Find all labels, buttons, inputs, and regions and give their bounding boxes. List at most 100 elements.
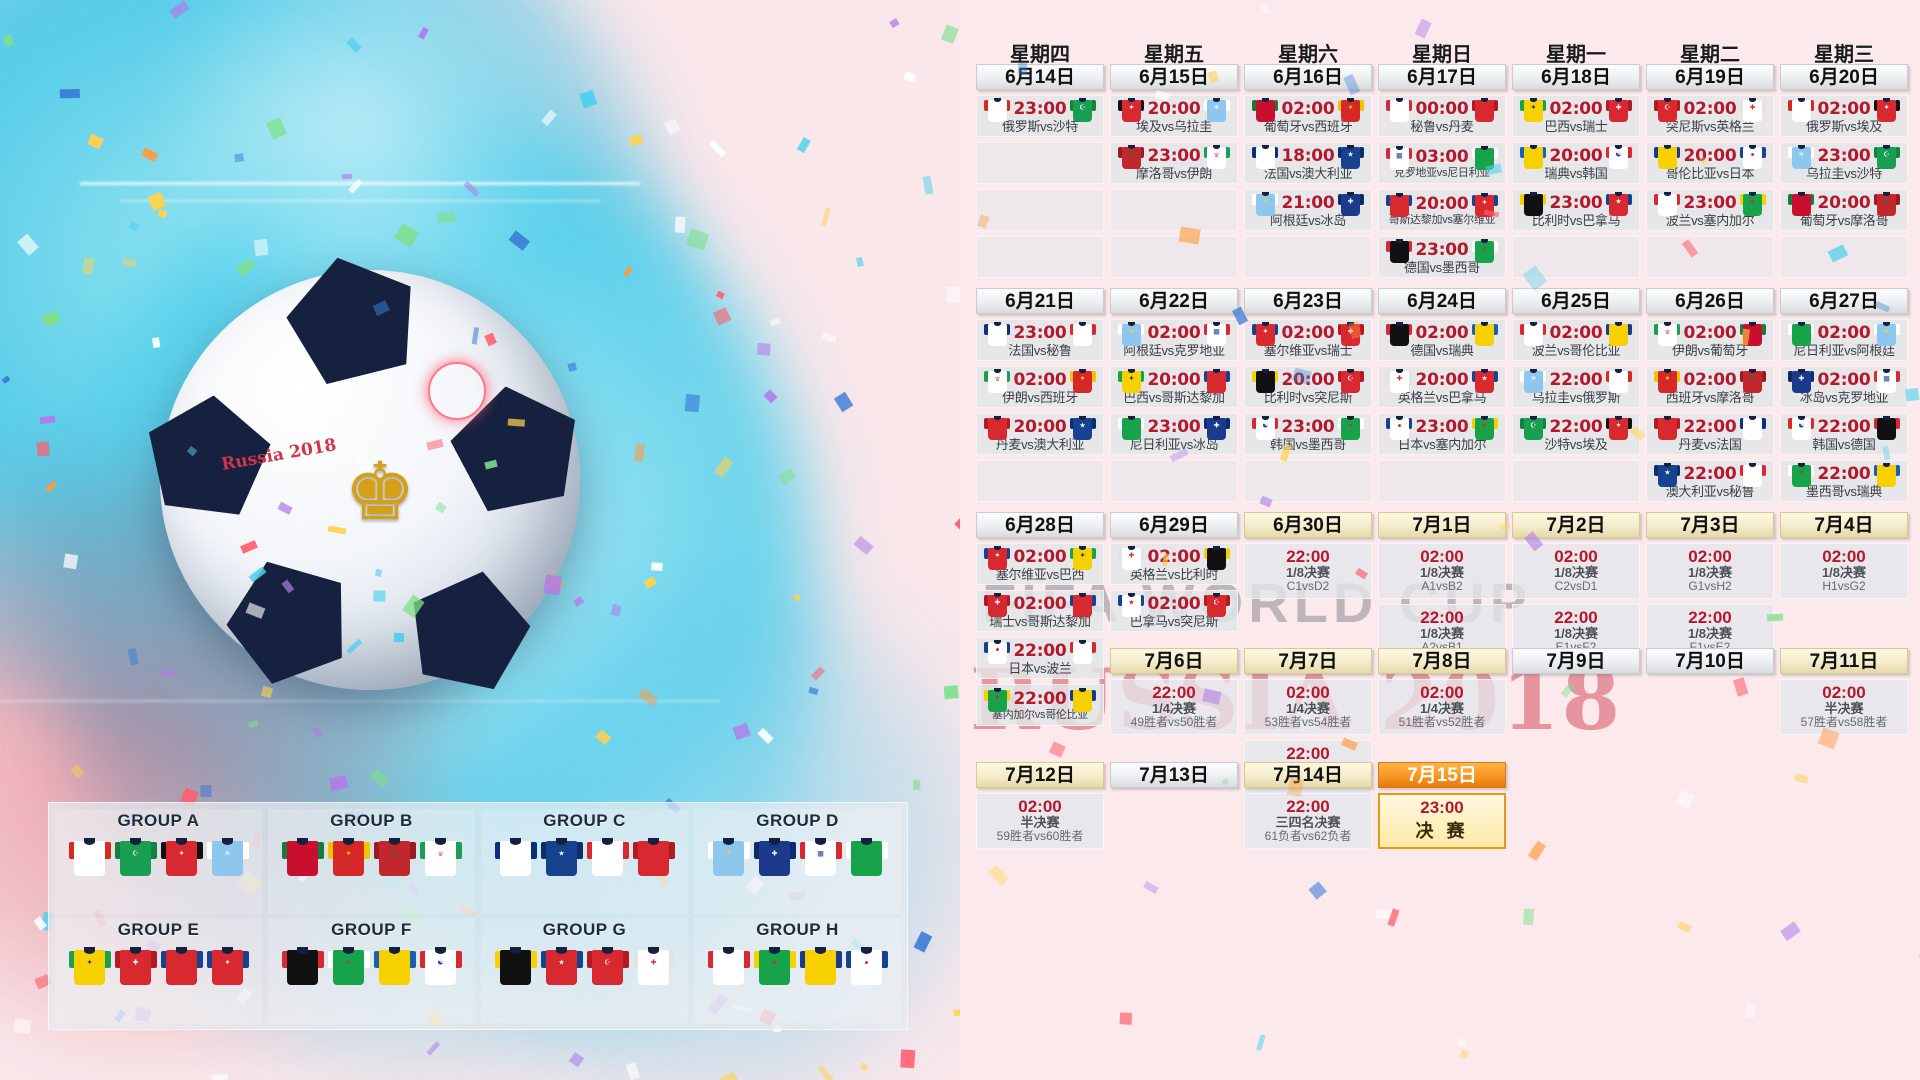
group-match-card[interactable]: ★ 23:00 ۩ 摩洛哥vs伊朗 [1110,142,1238,184]
date-header[interactable]: 6月18日 [1512,64,1640,90]
group-match-card[interactable]: ✦ 22:00 墨西哥vs瑞典 [1780,460,1908,502]
date-header[interactable]: 6月16日 [1244,64,1372,90]
group-match-card[interactable]: 02:00 ✦ 俄罗斯vs埃及 [1780,95,1908,137]
group-match-card[interactable]: 22:00 丹麦vs法国 [1646,413,1774,455]
group-match-card[interactable]: ● 22:00 日本vs波兰 [976,637,1104,679]
group-match-card[interactable]: 23:00 ☪ 俄罗斯vs沙特 [976,95,1104,137]
group-match-card[interactable]: 23:00 ✦ 德国vs墨西哥 [1378,236,1506,278]
group-match-card[interactable]: ۩ 02:00 伊朗vs葡萄牙 [1646,319,1774,361]
date-header[interactable]: 6月20日 [1780,64,1908,90]
date-header[interactable]: 7月2日 [1512,512,1640,538]
group-card-d[interactable]: GROUP D ☀ ✚ ▦ [694,809,901,914]
group-match-card[interactable]: ▦ 03:00 克罗地亚vs尼日利亚 [1378,142,1506,184]
group-match-card[interactable]: ● 23:00 ★ 日本vs塞内加尔 [1378,413,1506,455]
group-match-card[interactable]: ✦ 20:00 巴西vs哥斯达黎加 [1110,366,1238,408]
date-header[interactable]: 6月22日 [1110,288,1238,314]
group-card-b[interactable]: GROUP B ✦ ★ ۩ [268,809,475,914]
knockout-match-card[interactable]: 22:00 三四名决赛 61负者vs62负者 [1244,793,1372,849]
date-header[interactable]: 6月24日 [1378,288,1506,314]
date-header[interactable]: 7月13日 [1110,762,1238,788]
group-match-card[interactable]: ✦ 02:00 ✦ 塞尔维亚vs巴西 [976,543,1104,585]
date-header[interactable]: 6月29日 [1110,512,1238,538]
group-match-card[interactable]: 20:00 ☪ 比利时vs突尼斯 [1244,366,1372,408]
date-header[interactable]: 7月6日 [1110,648,1238,674]
group-match-card[interactable]: 18:00 ★ 法国vs澳大利亚 [1244,142,1372,184]
group-match-card[interactable]: ✚ 02:00 瑞士vs哥斯达黎加 [976,590,1104,632]
knockout-match-card[interactable]: 02:00 1/4决赛 51胜者vs52胜者 [1378,679,1506,735]
group-match-card[interactable]: ✦ 20:00 ☀ 埃及vs乌拉圭 [1110,95,1238,137]
date-header[interactable]: 6月17日 [1378,64,1506,90]
date-header[interactable]: 6月23日 [1244,288,1372,314]
group-match-card[interactable]: ☀ 22:00 乌拉圭vs俄罗斯 [1512,366,1640,408]
group-match-card[interactable]: ☀ 21:00 ✚ 阿根廷vs冰岛 [1244,189,1372,231]
day-column: 6月14日 23:00 ☪ 俄罗斯vs沙特 [976,64,1104,278]
group-match-card[interactable]: 02:00 波兰vs哥伦比亚 [1512,319,1640,361]
date-header[interactable]: 6月25日 [1512,288,1640,314]
group-match-card[interactable]: ☪ 22:00 ✦ 沙特vs埃及 [1512,413,1640,455]
knockout-match-card[interactable]: 02:00 1/8决赛 A1vsB2 [1378,543,1506,599]
group-match-card[interactable]: ★ 22:00 塞内加尔vs哥伦比亚 [976,684,1104,726]
date-header[interactable]: 7月12日 [976,762,1104,788]
knockout-match-card[interactable]: 22:00 1/8决赛 C1vsD2 [1244,543,1372,599]
knockout-match-card[interactable]: 22:00 1/4决赛 49胜者vs50胜者 [1110,679,1238,735]
group-card-a[interactable]: GROUP A ☪ ✦ ☀ [55,809,262,914]
date-header[interactable]: 7月7日 [1244,648,1372,674]
group-match-card[interactable]: 23:00 ★ 比利时vs巴拿马 [1512,189,1640,231]
group-match-card[interactable]: 02:00 ✦ 葡萄牙vs西班牙 [1244,95,1372,137]
knockout-match-card[interactable]: 02:00 1/8决赛 G1vsH2 [1646,543,1774,599]
group-match-card[interactable]: ☪ 02:00 ✚ 突尼斯vs英格兰 [1646,95,1774,137]
date-header[interactable]: 6月15日 [1110,64,1238,90]
group-match-card[interactable]: 20:00 ● 哥伦比亚vs日本 [1646,142,1774,184]
date-header[interactable]: 6月26日 [1646,288,1774,314]
group-match-card[interactable]: ✚ 02:00 ▦ 冰岛vs克罗地亚 [1780,366,1908,408]
date-header[interactable]: 6月27日 [1780,288,1908,314]
date-header[interactable]: 6月19日 [1646,64,1774,90]
date-header[interactable]: 6月30日 [1244,512,1372,538]
group-match-card[interactable]: 20:00 ☯ 瑞典vs韩国 [1512,142,1640,184]
date-header[interactable]: 7月8日 [1378,648,1506,674]
date-header[interactable]: 6月21日 [976,288,1104,314]
group-match-card[interactable]: ☯ 22:00 韩国vs德国 [1780,413,1908,455]
knockout-match-card[interactable]: 02:00 1/4决赛 53胜者vs54胜者 [1244,679,1372,735]
knockout-match-card[interactable]: 02:00 1/8决赛 C2vsD1 [1512,543,1640,599]
group-card-h[interactable]: GROUP H ★ ● [694,918,901,1023]
group-match-card[interactable]: ★ 02:00 ☪ 巴拿马vs突尼斯 [1110,590,1238,632]
date-header[interactable]: 7月1日 [1378,512,1506,538]
date-header[interactable]: 7月15日 [1378,762,1506,788]
group-card-g[interactable]: GROUP G ★ ☪ ✚ [481,918,688,1023]
group-card-e[interactable]: GROUP E ✦ ✚ ✦ [55,918,262,1023]
group-match-card[interactable]: 00:00 秘鲁vs丹麦 [1378,95,1506,137]
group-match-card[interactable]: ☀ 23:00 ☪ 乌拉圭vs沙特 [1780,142,1908,184]
date-header[interactable]: 7月3日 [1646,512,1774,538]
group-match-card[interactable]: 23:00 法国vs秘鲁 [976,319,1104,361]
group-match-card[interactable]: 23:00 ✚ 尼日利亚vs冰岛 [1110,413,1238,455]
date-header[interactable]: 7月4日 [1780,512,1908,538]
group-match-card[interactable]: ✚ 02:00 英格兰vs比利时 [1110,543,1238,585]
date-header[interactable]: 6月14日 [976,64,1104,90]
group-match-card[interactable]: 20:00 ★ 丹麦vs澳大利亚 [976,413,1104,455]
group-match-card[interactable]: ☯ 23:00 ✦ 韩国vs墨西哥 [1244,413,1372,455]
group-match-card[interactable]: 20:00 ✦ 哥斯达黎加vs塞尔维亚 [1378,189,1506,231]
group-match-card[interactable]: ✦ 02:00 ✚ 巴西vs瑞士 [1512,95,1640,137]
group-match-card[interactable]: ★ 22:00 澳大利亚vs秘鲁 [1646,460,1774,502]
group-match-card[interactable]: ✚ 20:00 ★ 英格兰vs巴拿马 [1378,366,1506,408]
knockout-match-card[interactable]: 02:00 1/8决赛 H1vsG2 [1780,543,1908,599]
date-header[interactable]: 7月10日 [1646,648,1774,674]
group-match-card[interactable]: 02:00 德国vs瑞典 [1378,319,1506,361]
group-match-card[interactable]: ✦ 02:00 ✚ 塞尔维亚vs瑞士 [1244,319,1372,361]
date-header[interactable]: 7月11日 [1780,648,1908,674]
group-match-card[interactable]: 23:00 ★ 波兰vs塞内加尔 [1646,189,1774,231]
group-match-card[interactable]: ☀ 02:00 ▦ 阿根廷vs克罗地亚 [1110,319,1238,361]
date-header[interactable]: 7月14日 [1244,762,1372,788]
knockout-match-card[interactable]: 02:00 半决赛 59胜者vs60胜者 [976,793,1104,849]
group-match-card[interactable]: 02:00 ☀ 尼日利亚vs阿根廷 [1780,319,1908,361]
group-card-c[interactable]: GROUP C ★ [481,809,688,914]
group-match-card[interactable]: 20:00 ★ 葡萄牙vs摩洛哥 [1780,189,1908,231]
date-header[interactable]: 6月28日 [976,512,1104,538]
knockout-match-card[interactable]: 02:00 半决赛 57胜者vs58胜者 [1780,679,1908,735]
group-match-card[interactable]: ✦ 02:00 ★ 西班牙vs摩洛哥 [1646,366,1774,408]
group-match-card[interactable]: ۩ 02:00 ✦ 伊朗vs西班牙 [976,366,1104,408]
final-match-card[interactable]: 23:00 决 赛 [1378,793,1506,849]
group-card-f[interactable]: GROUP F ✦ ☯ [268,918,475,1023]
date-header[interactable]: 7月9日 [1512,648,1640,674]
